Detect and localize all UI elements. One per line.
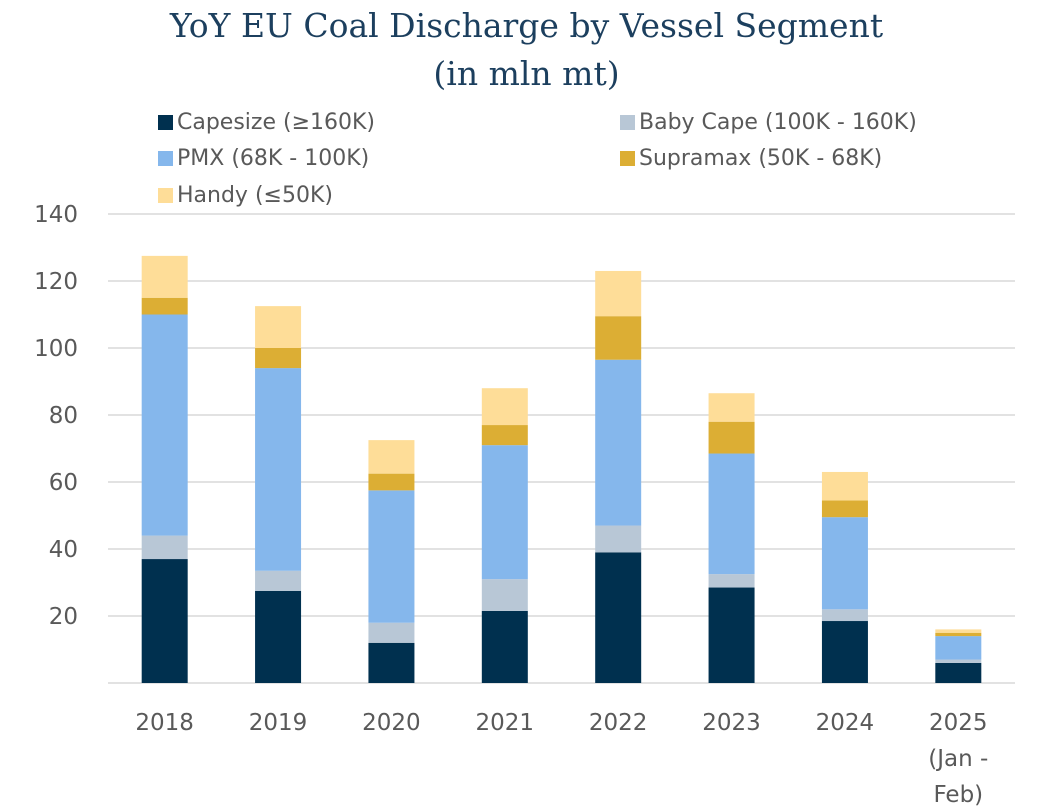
legend-item-supramax: Supramax (50K - 68K) — [620, 146, 882, 172]
bar-segment — [141, 535, 188, 560]
legend-swatch-pmx — [158, 151, 173, 166]
legend-label-supramax: Supramax (50K - 68K) — [639, 146, 883, 171]
bar-segment — [481, 388, 528, 426]
y-tick-label: 140 — [34, 202, 78, 228]
legend-item-baby-cape: Baby Cape (100K - 160K) — [620, 110, 917, 136]
bar-segment — [255, 306, 302, 348]
bar-segment — [821, 621, 868, 683]
x-tick-label: 2020 — [362, 710, 421, 736]
bar-segment — [595, 316, 642, 360]
bar-segment — [141, 255, 188, 298]
legend-label-pmx: PMX (68K - 100K) — [177, 146, 370, 171]
bar-segment — [481, 445, 528, 580]
bar-segment — [481, 425, 528, 446]
bar-segment — [708, 587, 755, 683]
bar-segment — [935, 632, 982, 637]
legend-swatch-baby-cape — [620, 115, 635, 130]
legend-swatch-handy — [158, 188, 173, 203]
bar-segment — [255, 590, 302, 683]
x-tick-label: 2021 — [476, 710, 535, 736]
bar-segment — [255, 368, 302, 571]
bar-segment — [255, 570, 302, 591]
x-tick-label: 2022 — [589, 710, 648, 736]
bar-segment — [368, 440, 415, 474]
bar-segment — [368, 473, 415, 491]
y-tick-label: 60 — [49, 470, 78, 496]
legend-label-capesize: Capesize (≥160K) — [177, 110, 376, 135]
legend-label-handy: Handy (≤50K) — [177, 183, 333, 208]
x-tick-label: 2025 — [929, 710, 988, 736]
bar-segment — [595, 270, 642, 317]
x-tick-label: 2023 — [702, 710, 761, 736]
y-tick-label: 40 — [49, 537, 78, 563]
bar-segment — [708, 421, 755, 454]
bar-segment — [708, 393, 755, 422]
bar-segment — [481, 579, 528, 611]
bar-segment — [368, 490, 415, 623]
legend-item-pmx: PMX (68K - 100K) — [158, 146, 369, 172]
bar-segment — [821, 517, 868, 610]
x-tick-label: (Jan - — [928, 746, 988, 772]
y-tick-label: 120 — [34, 269, 78, 295]
legend-swatch-supramax — [620, 151, 635, 166]
y-tick-label: 20 — [49, 604, 78, 630]
bar-segment — [368, 642, 415, 683]
bar-segment — [141, 297, 188, 315]
bar-segment — [368, 622, 415, 643]
legend-item-capesize: Capesize (≥160K) — [158, 110, 375, 136]
bar-segment — [935, 662, 982, 683]
bar-segment — [595, 552, 642, 683]
bar-segment — [935, 636, 982, 660]
bar-segment — [821, 500, 868, 518]
bar-segment — [141, 314, 188, 536]
bar-segment — [595, 525, 642, 553]
bar-segment — [935, 659, 982, 663]
bar-segment — [595, 359, 642, 526]
y-tick-label: 80 — [49, 403, 78, 429]
legend-item-handy: Handy (≤50K) — [158, 183, 333, 209]
bar-segment — [141, 559, 188, 683]
bar-segment — [821, 471, 868, 501]
bar-segment — [935, 629, 982, 633]
x-tick-label: 2018 — [135, 710, 194, 736]
bar-segment — [481, 610, 528, 683]
bar-segment — [708, 574, 755, 588]
bar-segment — [821, 609, 868, 622]
x-tick-label: 2024 — [816, 710, 875, 736]
x-tick-label: 2019 — [249, 710, 308, 736]
bar-segment — [255, 348, 302, 369]
bar-segment — [708, 453, 755, 575]
chart-title: YoY EU Coal Discharge by Vessel Segment — [169, 6, 884, 45]
x-tick-label: Feb) — [933, 782, 983, 808]
legend-swatch-capesize — [158, 115, 173, 130]
chart-subtitle: (in mln mt) — [433, 54, 620, 93]
y-tick-label: 100 — [34, 336, 78, 362]
legend-label-baby-cape: Baby Cape (100K - 160K) — [639, 110, 917, 135]
